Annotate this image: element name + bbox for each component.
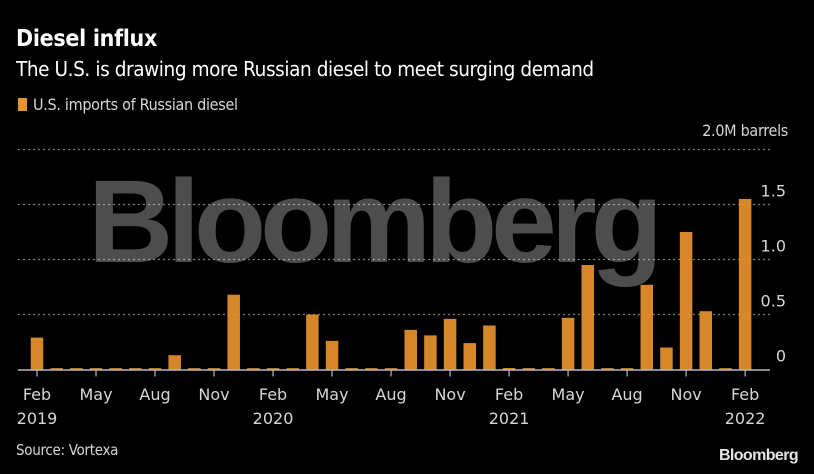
bar xyxy=(70,368,83,370)
x-tick-label-year: 2019 xyxy=(17,409,58,428)
y-tick-label: 0.5 xyxy=(761,292,786,311)
watermark: Bloomberg xyxy=(88,156,657,288)
x-tick-label-month: Feb xyxy=(731,385,759,404)
bar xyxy=(522,368,535,370)
bar xyxy=(463,343,476,370)
x-tick-label-year: 2022 xyxy=(725,409,766,428)
bloomberg-logo: Bloomberg xyxy=(718,447,799,464)
bar xyxy=(738,199,752,370)
x-tick-label-month: May xyxy=(79,385,112,404)
x-tick-label-year: 2021 xyxy=(489,409,530,428)
bar xyxy=(561,317,575,370)
bar xyxy=(227,294,240,370)
bar xyxy=(188,368,201,370)
x-tick-label-month: May xyxy=(316,385,349,404)
bar xyxy=(306,314,319,370)
legend-label: U.S. imports of Russian diesel xyxy=(33,95,238,114)
bar xyxy=(365,368,378,370)
bar xyxy=(660,347,673,370)
bar xyxy=(679,232,693,370)
x-tick-label-month: Nov xyxy=(434,385,465,404)
bar xyxy=(50,368,63,370)
bar xyxy=(601,368,614,370)
bar xyxy=(325,340,339,370)
bar xyxy=(699,311,713,370)
x-tick-label-month: Aug xyxy=(375,385,406,404)
bar xyxy=(620,368,634,370)
bar xyxy=(542,368,555,370)
bar xyxy=(345,368,358,370)
bar xyxy=(168,355,181,370)
x-tick-label-year: 2020 xyxy=(253,409,294,428)
bar xyxy=(207,368,221,370)
x-tick-label-month: Feb xyxy=(259,385,287,404)
legend-swatch-icon xyxy=(18,98,27,111)
bar xyxy=(148,368,162,370)
y-axis-unit-label: 2.0M barrels xyxy=(702,121,788,140)
source-note: Source: Vortexa xyxy=(16,441,119,459)
bar xyxy=(502,368,516,370)
bar xyxy=(286,368,299,370)
x-tick-label-month: Feb xyxy=(495,385,523,404)
bar xyxy=(129,368,142,370)
chart-subtitle: The U.S. is drawing more Russian diesel … xyxy=(16,57,594,81)
bar xyxy=(384,368,398,370)
bar xyxy=(266,368,280,370)
bar xyxy=(719,368,732,370)
bar xyxy=(640,284,654,370)
bar xyxy=(483,325,496,370)
bar xyxy=(424,335,437,370)
bar xyxy=(109,368,122,370)
bar xyxy=(247,368,260,370)
x-tick-label-month: May xyxy=(552,385,585,404)
bar xyxy=(89,368,103,370)
bar xyxy=(404,329,417,370)
y-tick-label: 1.0 xyxy=(761,237,786,256)
y-tick-label: 0 xyxy=(776,347,786,366)
bar xyxy=(30,337,44,370)
legend: U.S. imports of Russian diesel xyxy=(18,95,238,114)
x-tick-label-month: Aug xyxy=(139,385,170,404)
x-tick-label-month: Nov xyxy=(198,385,229,404)
x-tick-label-month: Feb xyxy=(23,385,51,404)
x-tick-label-month: Aug xyxy=(611,385,642,404)
x-tick-label-month: Nov xyxy=(670,385,701,404)
y-tick-label: 1.5 xyxy=(761,182,786,201)
chart-title: Diesel influx xyxy=(16,26,158,52)
bar xyxy=(443,318,457,370)
bar xyxy=(581,265,595,370)
